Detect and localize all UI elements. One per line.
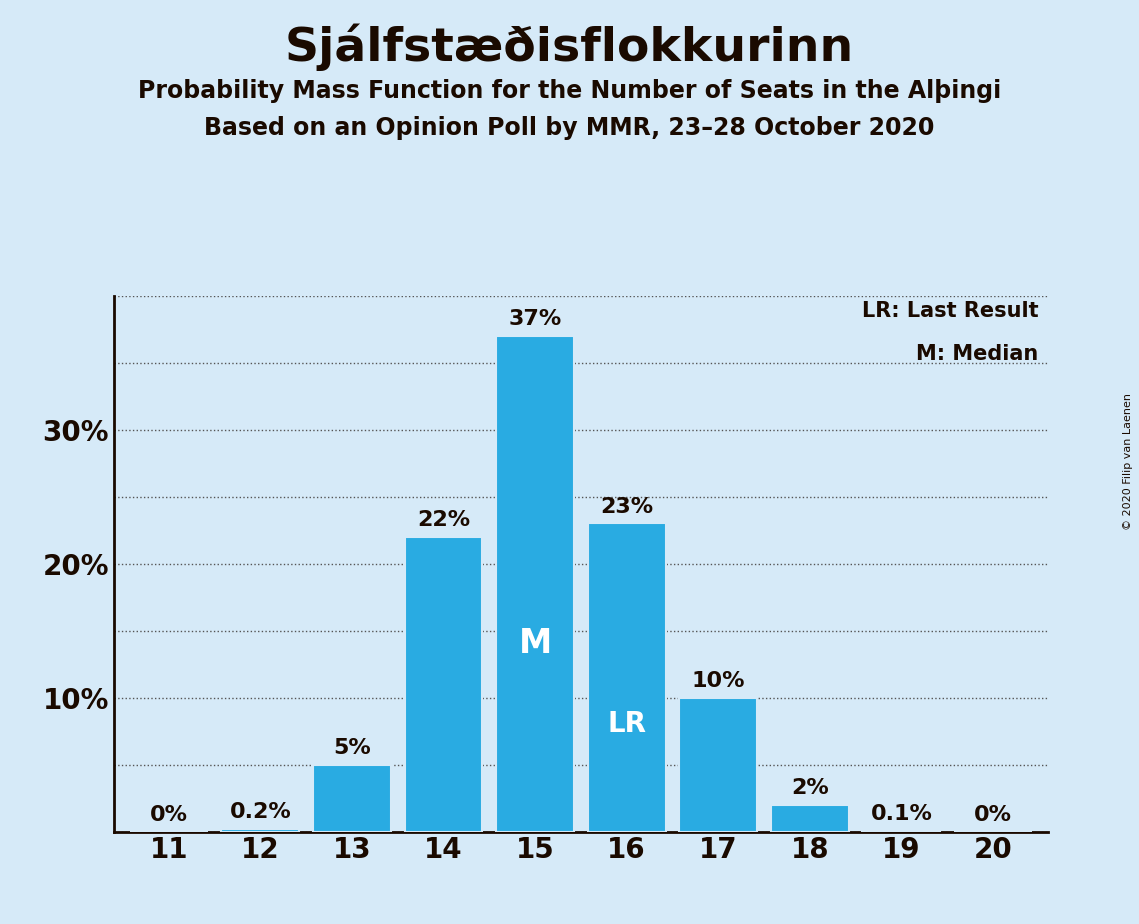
Text: 23%: 23% (600, 497, 654, 517)
Bar (404, 537, 483, 832)
Text: M: M (518, 626, 551, 660)
Bar (862, 831, 941, 832)
Bar (588, 523, 665, 832)
Text: M: Median: M: Median (916, 344, 1039, 364)
Text: 0%: 0% (974, 805, 1011, 825)
Text: LR: Last Result: LR: Last Result (862, 301, 1039, 321)
Text: 22%: 22% (417, 510, 470, 530)
Text: © 2020 Filip van Laenen: © 2020 Filip van Laenen (1123, 394, 1133, 530)
Text: 0%: 0% (150, 805, 188, 825)
Text: 5%: 5% (333, 738, 371, 758)
Text: 0.2%: 0.2% (230, 802, 292, 822)
Text: Probability Mass Function for the Number of Seats in the Alþingi: Probability Mass Function for the Number… (138, 79, 1001, 103)
Bar (497, 336, 574, 832)
Bar (313, 765, 391, 832)
Text: Sjálfstæðisflokkurinn: Sjálfstæðisflokkurinn (285, 23, 854, 70)
Text: LR: LR (607, 710, 646, 737)
Text: 10%: 10% (691, 671, 745, 691)
Text: 2%: 2% (790, 778, 829, 798)
Text: 37%: 37% (508, 310, 562, 329)
Bar (679, 698, 757, 832)
Text: 0.1%: 0.1% (870, 804, 933, 823)
Bar (221, 829, 300, 832)
Text: Based on an Opinion Poll by MMR, 23–28 October 2020: Based on an Opinion Poll by MMR, 23–28 O… (204, 116, 935, 140)
Bar (771, 805, 849, 832)
